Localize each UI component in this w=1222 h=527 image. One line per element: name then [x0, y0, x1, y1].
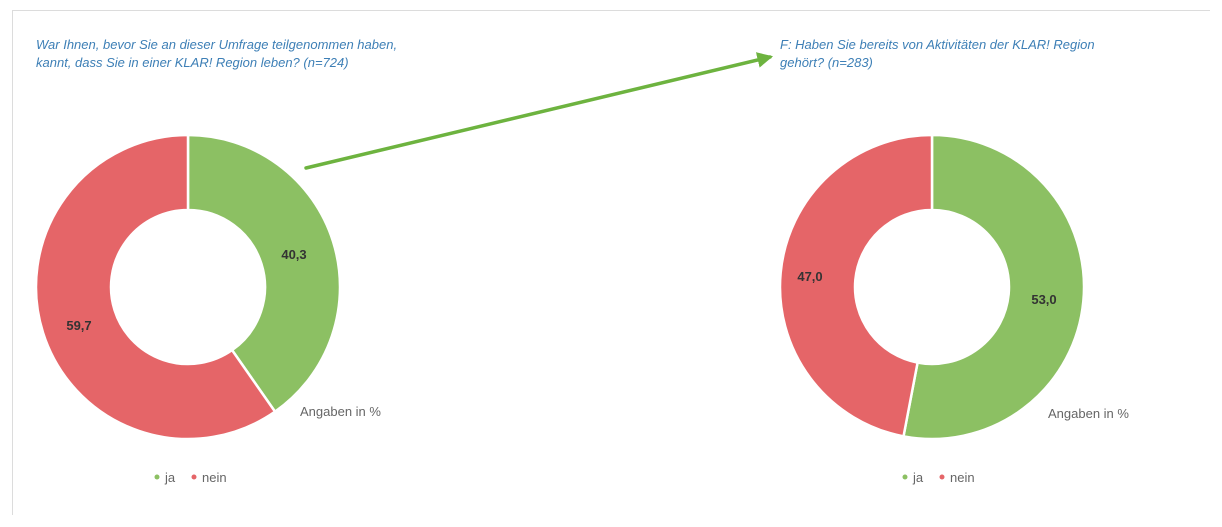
chart-2-slice-nein	[778, 133, 934, 438]
chart-1-question: War Ihnen, bevor Sie an dieser Umfrage t…	[36, 36, 556, 72]
connector-arrow	[304, 52, 774, 170]
chart-2-nein-value-label: 47,0	[797, 269, 822, 284]
chart-2-legend-nein-label: nein	[950, 470, 975, 485]
chart-1-legend-ja-swatch	[154, 474, 160, 480]
chart-1-legend: ja nein	[154, 470, 227, 485]
chart-1-legend-nein-swatch	[191, 474, 197, 480]
donut-chart-2: 53,0 47,0 Angaben in % ja nein	[778, 133, 1129, 485]
chart-2-question-line-2: gehört? (n=283)	[780, 55, 873, 70]
chart-2-legend: ja nein	[902, 470, 975, 485]
chart-2-ja-value-label: 53,0	[1031, 292, 1056, 307]
chart-1-question-line-1: War Ihnen, bevor Sie an dieser Umfrage t…	[36, 37, 398, 52]
chart-2-legend-ja-swatch	[902, 474, 908, 480]
chart-1-legend-item-ja: ja	[154, 470, 176, 485]
chart-2-unit-label: Angaben in %	[1048, 406, 1129, 421]
chart-1-unit-label: Angaben in %	[300, 404, 381, 419]
chart-2-slice-ja	[902, 133, 1086, 441]
chart-1-ja-value-label: 40,3	[281, 247, 306, 262]
chart-1-question-line-2: kannt, dass Sie in einer KLAR! Region le…	[36, 55, 349, 70]
donut-chart-2-slices	[778, 133, 1086, 441]
chart-1-legend-item-nein: nein	[191, 470, 227, 485]
donut-chart-1-slices	[34, 133, 342, 441]
chart-1-nein-value-label: 59,7	[66, 318, 91, 333]
chart-2-legend-item-ja: ja	[902, 470, 924, 485]
chart-1-slice-nein	[34, 133, 277, 441]
chart-1-slice-ja	[186, 133, 342, 413]
chart-2-legend-item-nein: nein	[939, 470, 975, 485]
chart-1-legend-nein-label: nein	[202, 470, 227, 485]
chart-2-legend-ja-label: ja	[912, 470, 924, 485]
chart-2-question-line-1: F: Haben Sie bereits von Aktivitäten der…	[780, 37, 1095, 52]
chart-2-question: F: Haben Sie bereits von Aktivitäten der…	[780, 36, 1210, 72]
chart-2-legend-nein-swatch	[939, 474, 945, 480]
donut-chart-1: 40,3 59,7 Angaben in % ja nein	[34, 133, 381, 485]
figure-frame	[12, 10, 1210, 515]
chart-1-legend-ja-label: ja	[164, 470, 176, 485]
